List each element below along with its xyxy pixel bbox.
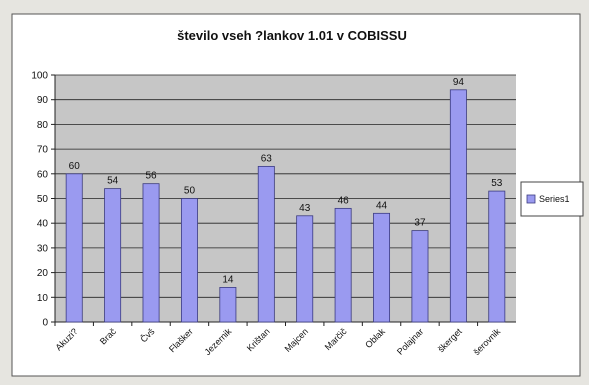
bar-value-label: 46 bbox=[338, 195, 350, 206]
y-tick-label: 30 bbox=[37, 243, 49, 254]
y-tick-label: 20 bbox=[37, 268, 49, 279]
legend: Series1 bbox=[520, 181, 584, 217]
bar bbox=[180, 198, 198, 323]
bar-value-label: 54 bbox=[107, 176, 119, 187]
bar-value-label: 14 bbox=[222, 274, 234, 285]
y-tick-label: 90 bbox=[37, 95, 49, 106]
gridlines bbox=[55, 74, 516, 298]
value-labels: 60 54 56 50 14 63 43 46 44 37 94 53 bbox=[69, 77, 503, 286]
bar-value-label: 53 bbox=[491, 178, 503, 189]
bar bbox=[449, 89, 467, 323]
y-tick-label: 60 bbox=[37, 169, 49, 180]
bar bbox=[65, 173, 83, 323]
bar bbox=[142, 183, 160, 323]
bar bbox=[219, 287, 237, 323]
bar-series bbox=[65, 89, 506, 323]
bar-value-label: 60 bbox=[69, 161, 81, 172]
y-tick-label: 50 bbox=[37, 194, 49, 205]
bar-value-label: 50 bbox=[184, 186, 196, 197]
bar bbox=[373, 212, 391, 323]
bar-value-label: 63 bbox=[261, 153, 273, 164]
bar bbox=[334, 207, 352, 323]
y-tick-label: 100 bbox=[31, 71, 48, 82]
bar bbox=[296, 215, 314, 323]
bar-value-label: 37 bbox=[414, 218, 426, 229]
y-tick-label: 10 bbox=[37, 293, 49, 304]
bar bbox=[257, 165, 275, 323]
bar bbox=[488, 190, 506, 323]
bar-value-label: 94 bbox=[453, 77, 465, 88]
bar-value-label: 44 bbox=[376, 200, 388, 211]
legend-swatch bbox=[526, 194, 536, 204]
y-tick-label: 0 bbox=[42, 318, 48, 329]
bar bbox=[104, 188, 122, 323]
chart-title: število vseh ?lankov 1.01 v COBISSU bbox=[177, 28, 407, 43]
legend-label: Series1 bbox=[539, 194, 570, 204]
bar-value-label: 43 bbox=[299, 203, 311, 214]
y-tick-label: 70 bbox=[37, 145, 49, 156]
bar-value-label: 56 bbox=[145, 171, 157, 182]
y-tick-label: 40 bbox=[37, 219, 49, 230]
bar bbox=[411, 230, 429, 323]
y-tick-label: 80 bbox=[37, 120, 49, 131]
